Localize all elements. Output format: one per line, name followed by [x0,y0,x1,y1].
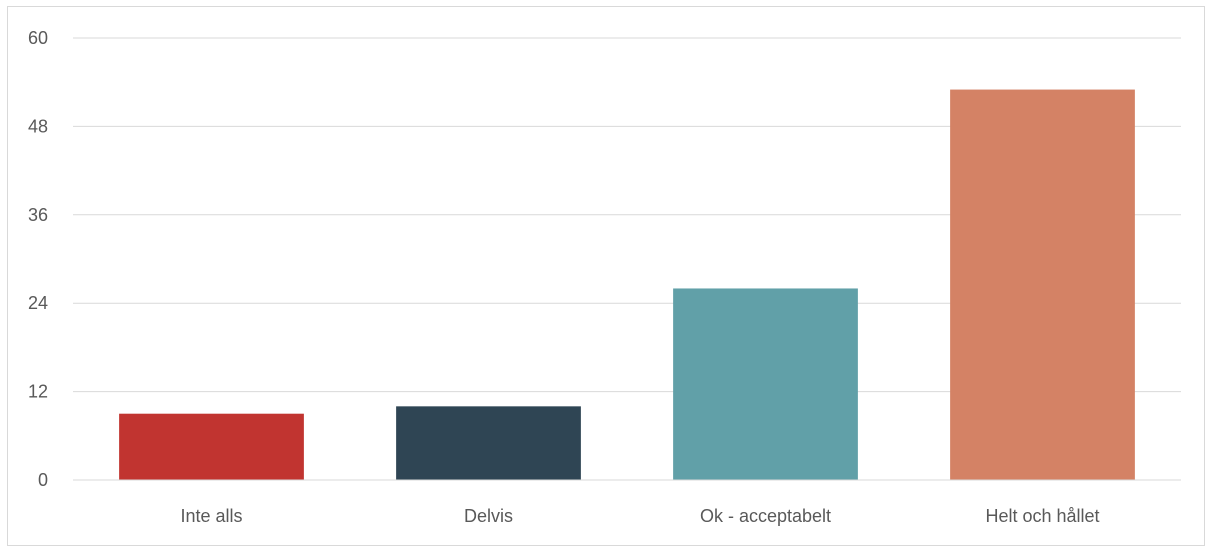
y-axis-tick-labels: 0 12 24 36 48 60 [28,28,48,490]
y-tick-label: 48 [28,116,48,136]
bar-inte-alls [119,413,304,480]
y-tick-label: 24 [28,293,48,313]
y-tick-label: 36 [28,205,48,225]
x-category-label: Ok - acceptabelt [700,506,831,526]
y-tick-label: 12 [28,382,48,402]
bar-helt-och-hållet [950,89,1135,481]
y-tick-label: 0 [38,470,48,490]
bar-ok-acceptabelt [673,288,858,480]
bar-delvis [396,406,581,480]
bars [119,89,1135,481]
x-category-label: Inte alls [180,506,242,526]
x-category-label: Helt och hållet [985,506,1099,526]
x-axis-category-labels: Inte alls Delvis Ok - acceptabelt Helt och … [180,506,1099,526]
x-category-label: Delvis [464,506,513,526]
y-tick-label: 60 [28,28,48,48]
